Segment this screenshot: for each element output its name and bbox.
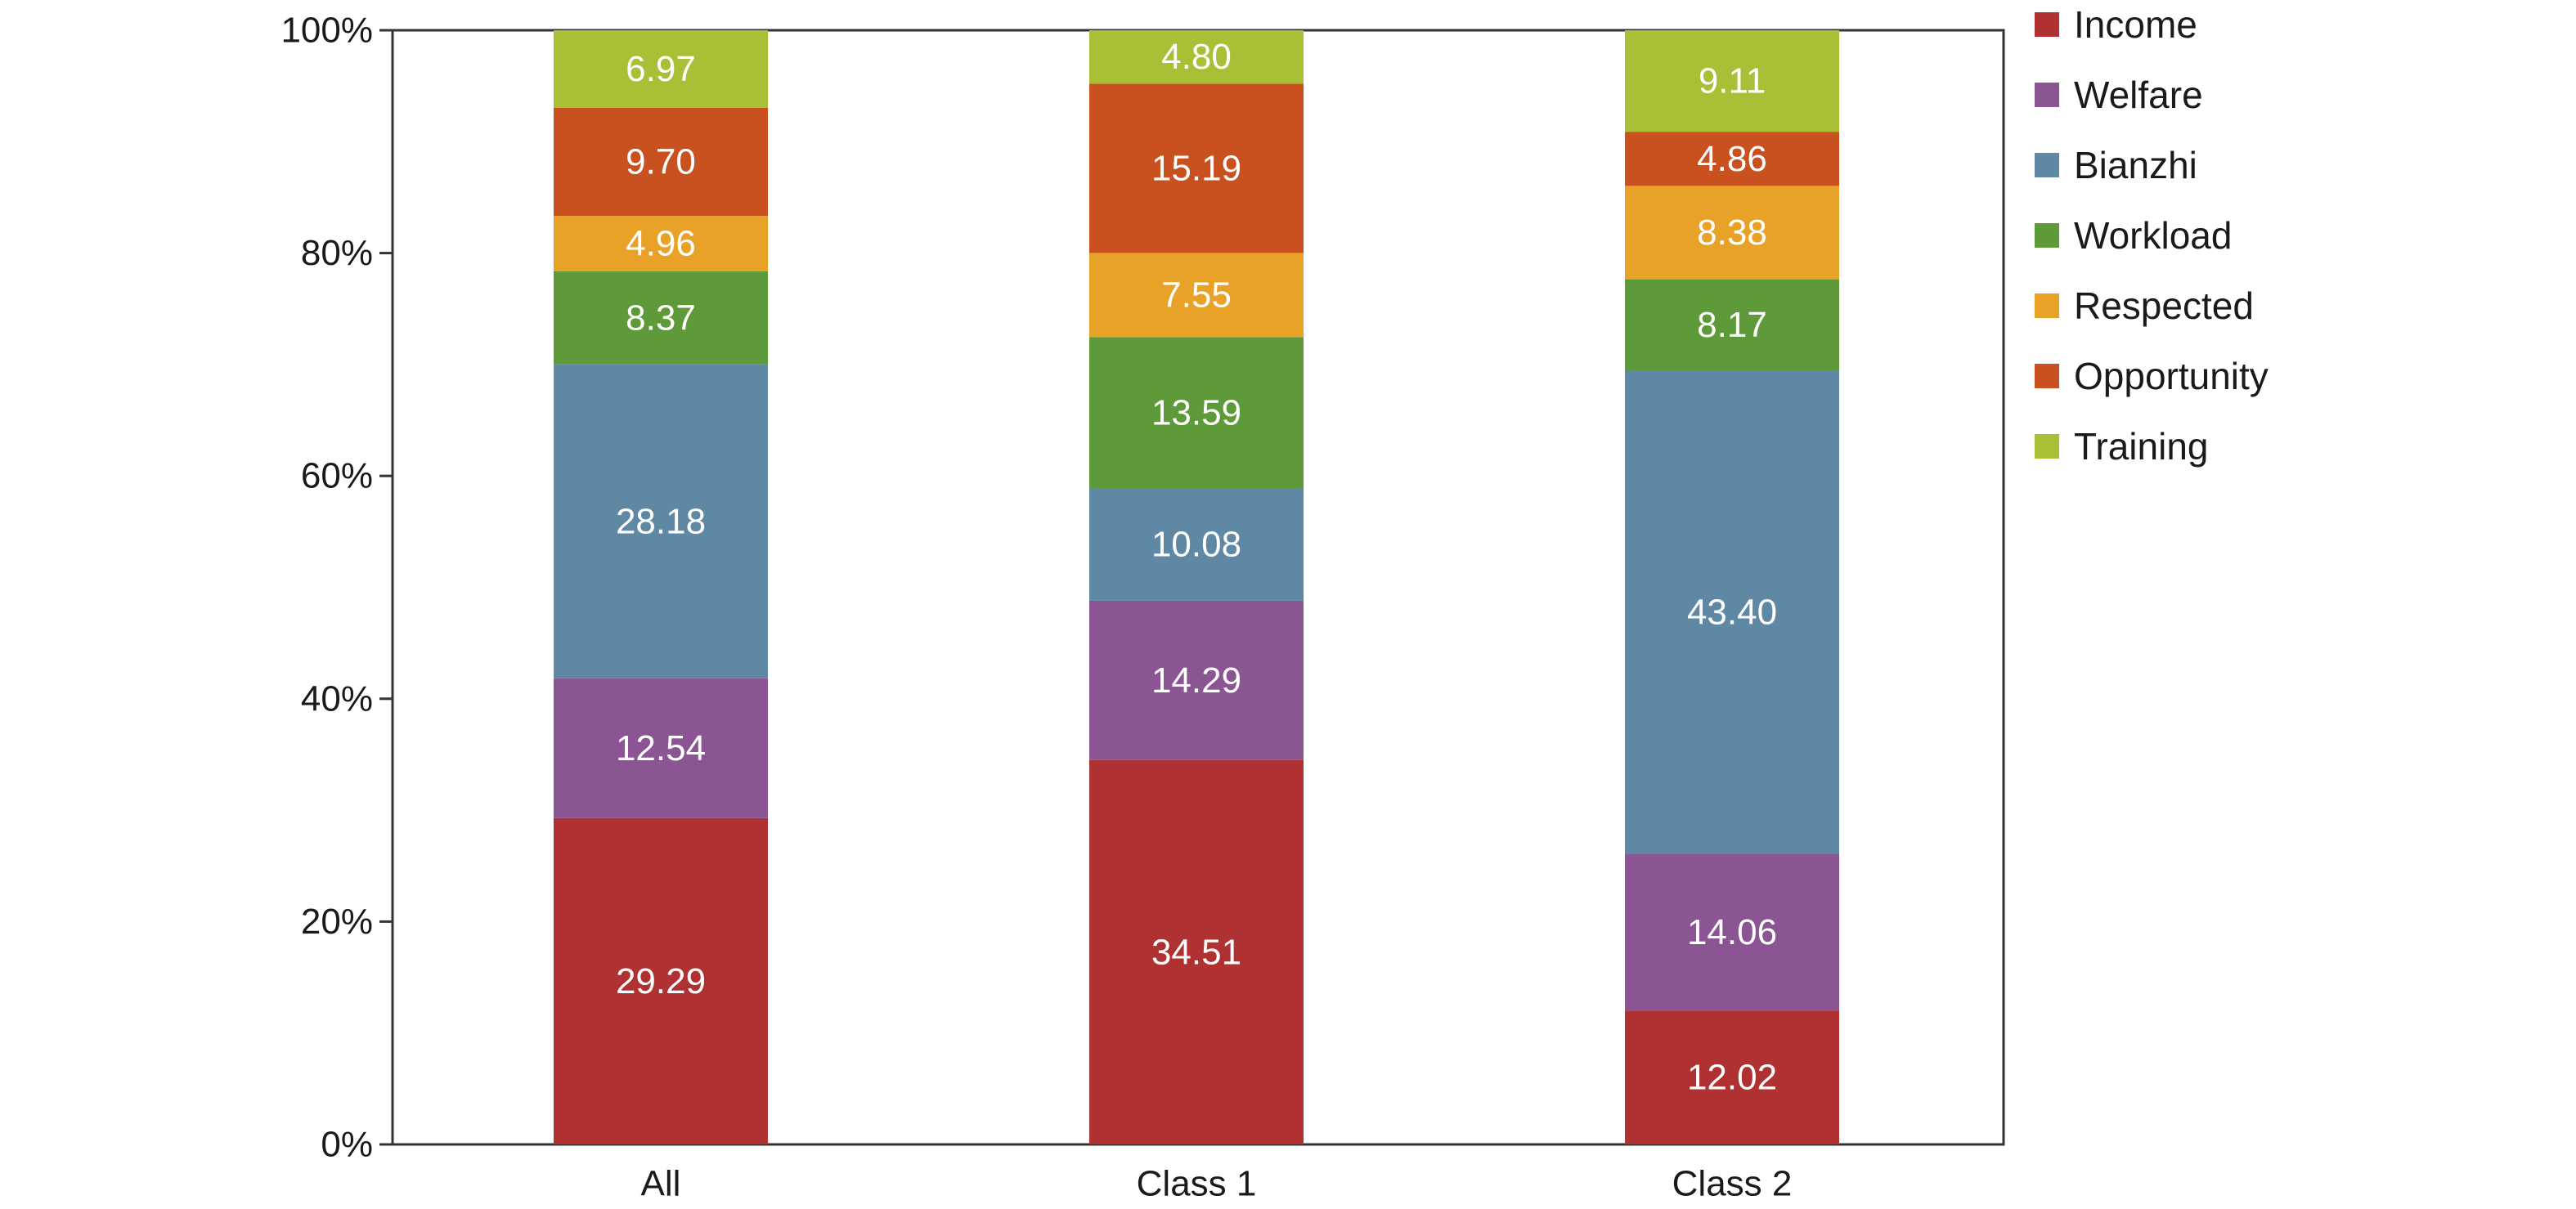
bars-layer: 29.29 12.54 28.18 8.37 4.96 9.70 6.97 34.51 14.2… bbox=[554, 30, 1839, 1144]
legend-label: Welfare bbox=[2074, 74, 2203, 116]
legend: Income Welfare Bianzhi Workload Respected Opp… bbox=[2035, 3, 2269, 468]
y-tick-label: 100% bbox=[280, 11, 373, 51]
legend-swatch bbox=[2035, 153, 2059, 177]
data-label-opportunity-class-2: 4.86 bbox=[1697, 139, 1767, 179]
data-label-opportunity-all: 9.70 bbox=[626, 142, 696, 182]
legend-item-opportunity: Opportunity bbox=[2035, 355, 2269, 397]
legend-swatch bbox=[2035, 434, 2059, 459]
data-label-training-all: 6.97 bbox=[626, 49, 696, 89]
legend-item-workload: Workload bbox=[2035, 214, 2232, 257]
bar-segment-opportunity-all bbox=[554, 107, 768, 217]
legend-item-respected: Respected bbox=[2035, 284, 2254, 327]
y-axis: 0% 20% 40% 60% 80% 100% bbox=[280, 11, 393, 1165]
bar-segment-opportunity-class-1 bbox=[1089, 83, 1304, 253]
data-label-workload-class-2: 8.17 bbox=[1697, 305, 1767, 345]
bar-stack-all: 29.29 12.54 28.18 8.37 4.96 9.70 6.97 bbox=[554, 30, 768, 1144]
legend-label: Opportunity bbox=[2074, 355, 2269, 397]
y-tick-label: 40% bbox=[301, 678, 373, 719]
legend-label: Respected bbox=[2074, 284, 2254, 327]
data-label-income-all: 29.29 bbox=[616, 961, 706, 1001]
data-label-income-class-1: 34.51 bbox=[1151, 932, 1241, 972]
bar-segment-workload-class-2 bbox=[1625, 279, 1839, 370]
data-label-bianzhi-class-1: 10.08 bbox=[1151, 525, 1241, 565]
x-tick-label-class-1: Class 1 bbox=[1137, 1164, 1257, 1204]
data-label-training-class-2: 9.11 bbox=[1699, 61, 1766, 101]
bar-segment-welfare-class-1 bbox=[1089, 600, 1304, 760]
y-tick-label: 80% bbox=[301, 233, 373, 273]
bar-segment-income-all bbox=[554, 817, 768, 1144]
legend-label: Training bbox=[2074, 425, 2208, 468]
legend-label: Workload bbox=[2074, 214, 2232, 257]
legend-label: Bianzhi bbox=[2074, 144, 2197, 186]
bar-stack-class-2: 12.02 14.06 43.40 8.17 8.38 4.86 9.11 bbox=[1625, 30, 1839, 1144]
data-label-welfare-class-1: 14.29 bbox=[1151, 660, 1241, 701]
x-axis: All Class 1 Class 2 bbox=[641, 1164, 1793, 1204]
bar-segment-bianzhi-all bbox=[554, 364, 768, 678]
legend-item-welfare: Welfare bbox=[2035, 74, 2203, 116]
legend-swatch bbox=[2035, 223, 2059, 248]
bar-segment-workload-all bbox=[554, 271, 768, 365]
data-label-respected-class-1: 7.55 bbox=[1161, 275, 1232, 315]
legend-label: Income bbox=[2074, 3, 2197, 46]
legend-item-bianzhi: Bianzhi bbox=[2035, 144, 2197, 186]
legend-swatch bbox=[2035, 364, 2059, 388]
bar-segment-respected-all bbox=[554, 216, 768, 271]
bar-segment-welfare-all bbox=[554, 678, 768, 818]
data-label-bianzhi-all: 28.18 bbox=[616, 501, 706, 541]
data-label-workload-class-1: 13.59 bbox=[1151, 392, 1241, 432]
data-label-respected-class-2: 8.38 bbox=[1697, 213, 1767, 253]
data-label-training-class-1: 4.80 bbox=[1161, 37, 1232, 77]
bar-segment-income-class-2 bbox=[1625, 1010, 1839, 1144]
data-label-welfare-class-2: 14.06 bbox=[1687, 912, 1777, 952]
y-tick-label: 60% bbox=[301, 456, 373, 496]
y-tick-label: 0% bbox=[321, 1125, 373, 1165]
data-label-opportunity-class-1: 15.19 bbox=[1151, 148, 1241, 188]
bar-segment-opportunity-class-2 bbox=[1625, 132, 1839, 186]
legend-item-training: Training bbox=[2035, 425, 2208, 468]
bar-segment-respected-class-2 bbox=[1625, 186, 1839, 280]
data-label-welfare-all: 12.54 bbox=[616, 728, 706, 768]
legend-item-income: Income bbox=[2035, 3, 2197, 46]
data-label-income-class-2: 12.02 bbox=[1687, 1058, 1777, 1098]
y-tick-label: 20% bbox=[301, 902, 373, 942]
data-label-workload-all: 8.37 bbox=[626, 298, 696, 338]
data-label-bianzhi-class-2: 43.40 bbox=[1687, 592, 1777, 632]
bar-segment-bianzhi-class-1 bbox=[1089, 488, 1304, 601]
legend-swatch bbox=[2035, 293, 2059, 318]
bar-segment-income-class-1 bbox=[1089, 759, 1304, 1144]
x-tick-label-class-2: Class 2 bbox=[1672, 1164, 1793, 1204]
bar-segment-training-all bbox=[554, 30, 768, 108]
bar-segment-respected-class-1 bbox=[1089, 253, 1304, 338]
bar-segment-welfare-class-2 bbox=[1625, 853, 1839, 1011]
bar-segment-training-class-2 bbox=[1625, 30, 1839, 132]
bar-segment-workload-class-1 bbox=[1089, 337, 1304, 489]
x-tick-label-all: All bbox=[641, 1164, 681, 1204]
bar-stack-class-1: 34.51 14.29 10.08 13.59 7.55 15.19 4.80 bbox=[1089, 30, 1304, 1144]
legend-swatch bbox=[2035, 12, 2059, 37]
legend-swatch bbox=[2035, 83, 2059, 107]
bar-segment-bianzhi-class-2 bbox=[1625, 369, 1839, 854]
bar-segment-training-class-1 bbox=[1089, 30, 1304, 84]
data-label-respected-all: 4.96 bbox=[626, 223, 696, 263]
